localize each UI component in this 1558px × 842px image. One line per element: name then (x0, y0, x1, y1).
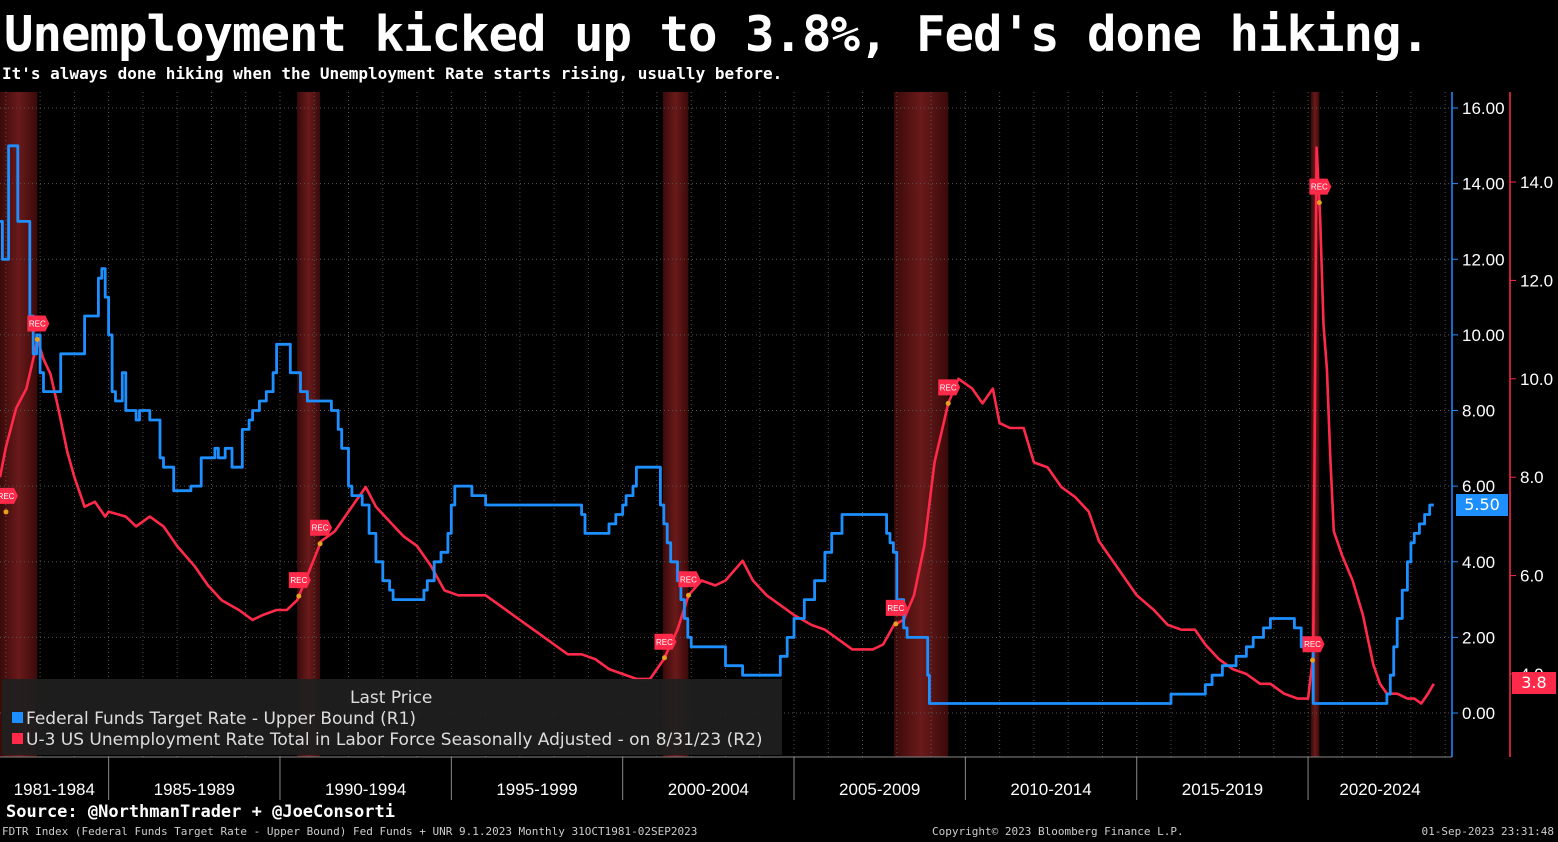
grid (0, 92, 1452, 757)
unemployment-last-price-badge: 3.8 (1512, 672, 1556, 694)
recession-marker-label: REC (290, 576, 307, 585)
recession-marker-dot (893, 621, 899, 627)
tick-label-r1: 4.00 (1462, 553, 1495, 572)
x-tick-label: 2015-2019 (1182, 780, 1263, 799)
tick-label-r1: 8.00 (1462, 402, 1495, 421)
recession-marker-dot (661, 655, 667, 661)
footer-timestamp: 01-Sep-2023 23:31:48 (1421, 825, 1554, 838)
tick-label-r2: 6.0 (1520, 567, 1544, 586)
x-tick-label: 1990-1994 (325, 780, 406, 799)
recession-marker (0, 487, 18, 504)
tick-label-r1: 2.00 (1462, 628, 1495, 647)
tick-label-r1: 10.00 (1462, 326, 1505, 345)
recession-marker-label: REC (887, 604, 904, 613)
legend-item-fed: Federal Funds Target Rate - Upper Bound … (12, 709, 416, 729)
recession-marker (1309, 178, 1332, 195)
x-tick-label: 2000-2004 (668, 780, 749, 799)
tick-label-r1: 6.00 (1462, 477, 1495, 496)
legend-label-fed: Federal Funds Target Rate - Upper Bound … (26, 709, 417, 729)
recession-marker-dot (296, 593, 302, 599)
series-line-fed-funds (0, 144, 1434, 705)
recession-marker-dot (945, 400, 951, 406)
recession-marker-dot (1316, 200, 1322, 206)
recession-bands (0, 92, 1320, 757)
x-tick-label: 1985-1989 (154, 780, 235, 799)
series-line-unemployment (0, 146, 1435, 705)
fed-last-price-badge: 5.50 (1456, 494, 1508, 516)
recession-marker-dot (685, 592, 691, 598)
x-tick-label: 1981-1984 (14, 780, 95, 799)
footer-copyright: Copyright© 2023 Bloomberg Finance L.P. (932, 825, 1184, 838)
recession-markers: REC REC REC REC REC REC REC REC REC REC (0, 178, 1332, 663)
tick-label-r1: 16.00 (1462, 99, 1505, 118)
legend-item-unemployment: U-3 US Unemployment Rate Total in Labor … (12, 730, 763, 750)
recession-band (894, 92, 949, 757)
recession-marker (288, 572, 311, 589)
tick-label-r1: 14.00 (1462, 175, 1505, 194)
recession-marker-dot (317, 541, 323, 547)
tick-label-r2: 8.0 (1520, 468, 1544, 487)
legend-swatch-unemployment (12, 733, 23, 744)
tick-label-r2: 12.0 (1520, 271, 1553, 290)
footer-index-info: FDTR Index (Federal Funds Target Rate - … (2, 825, 698, 838)
recession-band (297, 92, 321, 757)
page-subtitle: It's always done hiking when the Unemplo… (2, 64, 783, 83)
recession-marker-label: REC (940, 383, 957, 392)
recession-marker-label: REC (680, 575, 697, 584)
series-lines (0, 144, 1435, 705)
recession-marker-label: REC (0, 492, 15, 501)
recession-marker-dot (1310, 657, 1316, 663)
tick-label-r1: 12.00 (1462, 250, 1505, 269)
recession-marker (654, 633, 677, 650)
legend-label-unemployment: U-3 US Unemployment Rate Total in Labor … (26, 730, 763, 750)
x-tick-label: 2020-2024 (1339, 780, 1420, 799)
x-tick-label: 2005-2009 (839, 780, 920, 799)
x-tick-label: 2010-2014 (1010, 780, 1091, 799)
tick-label-r2: 10.0 (1520, 370, 1553, 389)
recession-marker-dot (34, 336, 40, 342)
recession-marker (885, 599, 908, 616)
legend-heading: Last Price (350, 688, 433, 708)
recession-marker (1302, 636, 1325, 653)
tick-label-r1: 0.00 (1462, 704, 1495, 723)
legend: Last Price Federal Funds Target Rate - U… (2, 679, 782, 755)
recession-marker (938, 379, 961, 396)
recession-marker (310, 519, 333, 536)
recession-marker (27, 315, 50, 332)
recession-marker-label: REC (1304, 640, 1321, 649)
page-title: Unemployment kicked up to 3.8%, Fed's do… (4, 6, 1430, 63)
axes: 16.00 14.00 12.00 10.00 8.00 6.00 4.00 2.00 0.00… (0, 92, 1553, 800)
x-tick-label: 1995-1999 (496, 780, 577, 799)
recession-marker-label: REC (656, 638, 673, 647)
recession-marker-dot (3, 509, 9, 515)
source-credit: Source: @NorthmanTrader + @JoeConsorti (6, 802, 395, 822)
recession-marker (678, 571, 701, 588)
legend-swatch-fed (12, 712, 23, 723)
recession-marker-label: REC (1311, 183, 1328, 192)
recession-marker-label: REC (29, 319, 46, 328)
tick-label-r2: 14.0 (1520, 173, 1553, 192)
recession-marker-label: REC (312, 524, 329, 533)
